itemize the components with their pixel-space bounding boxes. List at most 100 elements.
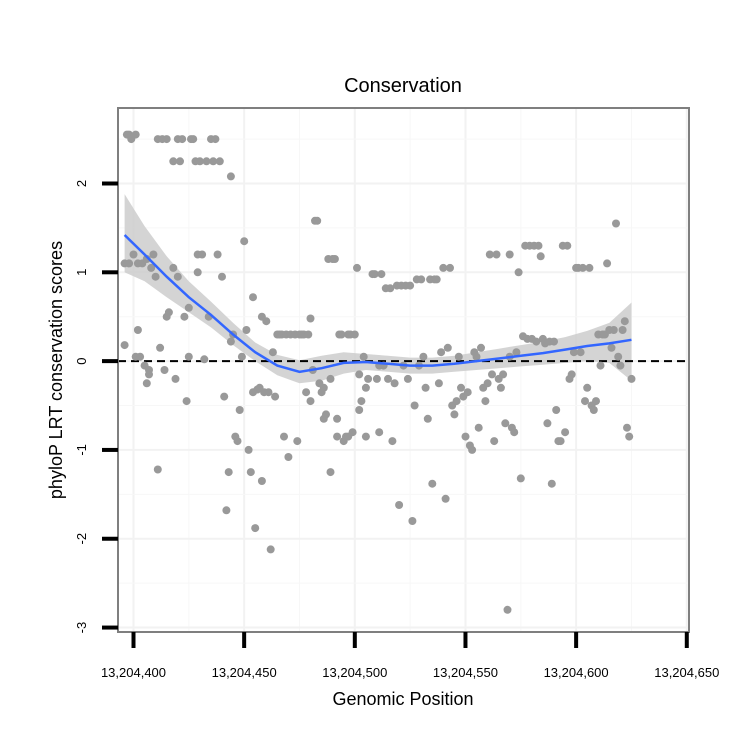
data-point: [552, 406, 561, 414]
data-point: [355, 406, 364, 414]
data-point: [386, 284, 395, 293]
data-point: [169, 157, 178, 166]
data-point: [213, 250, 222, 259]
data-point: [233, 437, 242, 446]
data-point: [326, 374, 335, 383]
data-point: [481, 397, 490, 406]
data-point: [156, 343, 165, 352]
data-point: [612, 219, 620, 228]
data-point: [483, 379, 492, 388]
data-point: [209, 157, 218, 166]
data-point: [240, 237, 249, 246]
data-point: [304, 330, 313, 339]
data-point: [160, 366, 169, 374]
data-point: [603, 259, 612, 268]
data-point: [222, 506, 231, 515]
data-point: [408, 517, 417, 525]
data-point: [173, 272, 182, 281]
data-point: [264, 388, 273, 397]
data-point: [403, 374, 412, 383]
data-point: [569, 348, 578, 357]
data-point: [468, 445, 477, 454]
data-point: [370, 270, 379, 279]
data-point: [477, 343, 485, 352]
data-point: [550, 337, 558, 346]
data-point: [514, 268, 523, 277]
data-point: [607, 343, 616, 352]
chart-title: Conservation: [344, 75, 462, 97]
data-point: [333, 432, 342, 441]
y-axis-label: phyloP LRT conservation scores: [46, 241, 66, 499]
data-point: [417, 275, 426, 284]
data-point: [454, 352, 463, 361]
data-point: [326, 468, 335, 477]
data-point: [169, 263, 178, 272]
data-point: [384, 374, 392, 383]
data-point: [251, 524, 260, 533]
data-point: [421, 383, 430, 392]
data-point: [620, 317, 629, 326]
data-point: [592, 397, 600, 406]
data-point: [153, 465, 162, 474]
x-tick-label: 13,204,500: [322, 665, 387, 680]
y-tick-label: 0: [74, 357, 89, 364]
data-point: [330, 255, 339, 263]
data-point: [262, 317, 271, 326]
data-point: [129, 250, 138, 259]
data-point: [359, 352, 368, 361]
data-point: [461, 432, 470, 441]
data-point: [505, 250, 514, 259]
data-point: [355, 370, 364, 379]
data-point: [244, 445, 253, 454]
data-point: [563, 241, 572, 250]
data-point: [452, 397, 461, 406]
data-point: [583, 383, 592, 392]
data-point: [235, 406, 244, 414]
data-point: [419, 352, 428, 361]
data-point: [395, 501, 404, 509]
data-point: [142, 379, 151, 388]
data-point: [151, 272, 160, 281]
data-point: [184, 352, 193, 361]
data-point: [131, 130, 140, 139]
data-point: [490, 437, 499, 446]
data-point: [439, 263, 448, 272]
data-point: [614, 352, 623, 361]
data-point: [125, 259, 134, 268]
data-point: [149, 250, 158, 259]
data-point: [306, 314, 315, 323]
data-point: [145, 366, 153, 374]
data-point: [488, 370, 496, 379]
data-point: [492, 250, 501, 259]
data-point: [410, 401, 419, 410]
data-point: [423, 414, 432, 423]
data-point: [171, 374, 180, 383]
data-point: [193, 268, 202, 277]
data-point: [220, 392, 229, 401]
data-point: [534, 241, 543, 250]
data-point: [189, 135, 198, 144]
data-point: [202, 157, 211, 166]
data-point: [536, 252, 545, 261]
data-point: [547, 479, 556, 488]
data-point: [472, 352, 481, 361]
data-point: [576, 348, 585, 357]
data-point: [249, 293, 257, 302]
data-point: [226, 172, 235, 181]
data-point: [388, 437, 397, 446]
data-point: [463, 388, 472, 397]
data-point: [441, 494, 450, 503]
data-point: [372, 374, 381, 383]
data-point: [147, 263, 156, 272]
data-point: [496, 383, 505, 392]
y-tick-label: 2: [74, 180, 89, 187]
data-point: [198, 250, 207, 259]
data-point: [474, 423, 483, 432]
smooth-line-group: [123, 234, 632, 374]
data-point: [257, 477, 266, 485]
data-point: [510, 428, 519, 437]
data-point: [616, 361, 625, 370]
data-point: [350, 330, 359, 339]
data-point: [120, 341, 129, 350]
data-point: [627, 374, 636, 383]
